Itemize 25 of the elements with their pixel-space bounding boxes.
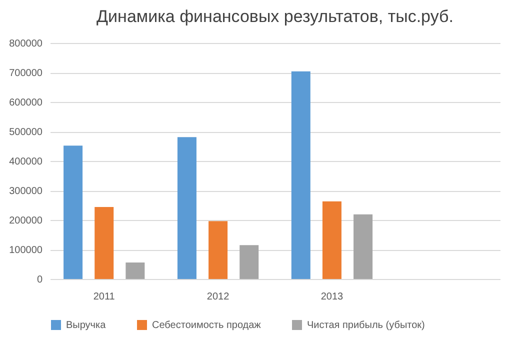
bar xyxy=(322,201,342,279)
bar xyxy=(240,245,259,279)
bar xyxy=(291,71,310,279)
bar xyxy=(64,146,83,279)
y-tick-label: 0 xyxy=(36,274,43,286)
x-tick-label: 2013 xyxy=(320,292,344,302)
y-tick-label: 700000 xyxy=(9,68,43,79)
y-tick-label: 400000 xyxy=(9,156,43,168)
bar xyxy=(177,137,196,279)
chart-title: Динамика финансовых результатов, тыс.руб. xyxy=(96,7,454,26)
y-tick-label: 800000 xyxy=(9,38,43,50)
x-tick-label: 2011 xyxy=(93,292,116,302)
bar xyxy=(354,214,373,279)
y-tick-label: 500000 xyxy=(9,127,43,138)
legend-label: Выручка xyxy=(66,320,106,331)
bar xyxy=(126,262,145,279)
y-tick-label: 300000 xyxy=(9,186,43,197)
legend-label: Себестоимость продаж xyxy=(152,320,262,331)
x-tick-label: 2012 xyxy=(206,292,230,302)
y-tick-label: 200000 xyxy=(9,216,43,226)
y-tick-label: 100000 xyxy=(9,245,43,256)
bar xyxy=(94,207,114,279)
y-tick-label: 600000 xyxy=(9,98,43,108)
bar xyxy=(208,221,228,279)
legend-label: Чистая прибыль (убыток) xyxy=(307,320,425,331)
